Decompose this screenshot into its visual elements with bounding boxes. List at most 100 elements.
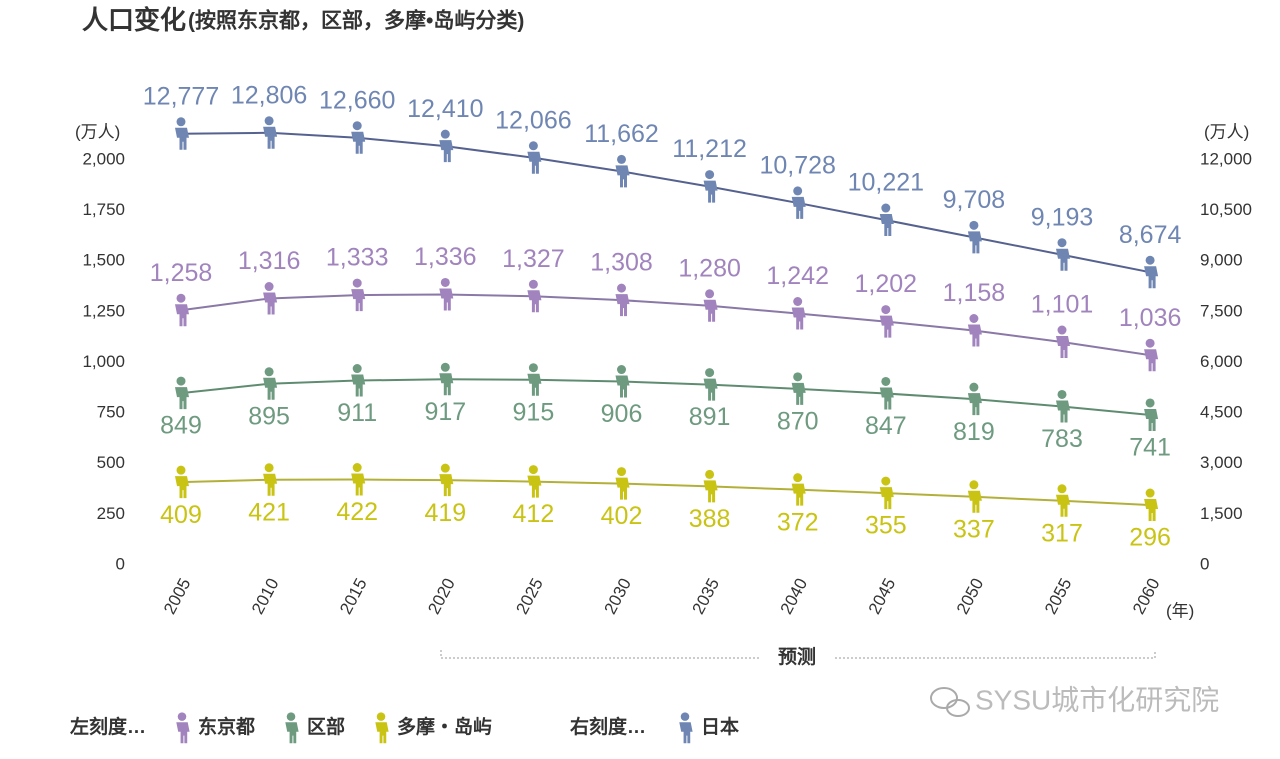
person-body	[439, 474, 454, 497]
x-tick-label: 2035	[689, 575, 724, 617]
watermark-icon	[930, 687, 970, 717]
value-label: 11,662	[584, 120, 659, 148]
value-label: 1,308	[590, 249, 653, 277]
y-tick-label: 1,750	[82, 200, 125, 219]
person-body	[176, 722, 190, 744]
person-body	[263, 126, 278, 149]
person-marker	[175, 293, 189, 327]
person-head	[1145, 338, 1155, 348]
person-body	[263, 473, 278, 496]
person-marker	[175, 465, 189, 499]
y2-tick-label: 12,000	[1200, 149, 1252, 168]
person-marker	[527, 465, 542, 498]
person-head	[264, 463, 274, 473]
value-label: 741	[1129, 434, 1171, 462]
person-head	[617, 154, 626, 164]
value-label: 421	[248, 498, 290, 526]
legend-icon	[375, 712, 389, 744]
person-head	[264, 282, 274, 292]
person-head	[286, 712, 296, 721]
value-label: 388	[689, 505, 731, 533]
person-head	[969, 220, 979, 230]
person-head	[176, 117, 186, 127]
person-head	[352, 364, 362, 374]
chart-title: 人口变化	[82, 5, 186, 35]
person-head	[1057, 484, 1067, 494]
person-marker	[791, 296, 806, 330]
person-body	[439, 140, 454, 163]
person-head	[705, 289, 715, 299]
person-head	[1145, 398, 1155, 408]
person-head	[440, 463, 450, 473]
person-body	[879, 387, 894, 410]
person-body	[351, 131, 366, 154]
person-head	[528, 363, 538, 373]
y-tick-label: 1,500	[82, 251, 125, 270]
x-tick-label: 2015	[336, 575, 371, 617]
value-label: 422	[336, 498, 378, 526]
y-tick-label: 1,250	[82, 301, 125, 320]
person-head	[1057, 325, 1067, 335]
legend-icon	[285, 712, 299, 744]
legend-left-label: 左刻度…	[70, 715, 146, 738]
person-head	[881, 476, 891, 486]
series-line	[180, 378, 1151, 416]
value-label: 12,410	[407, 95, 483, 123]
person-body	[527, 475, 542, 498]
x-tick-label: 2060	[1129, 575, 1164, 617]
person-marker	[263, 463, 278, 496]
person-marker	[791, 473, 806, 506]
person-head	[177, 712, 187, 721]
person-body	[1144, 499, 1159, 522]
y2-tick-label: 1,500	[1200, 504, 1243, 523]
value-label: 847	[865, 412, 907, 440]
person-marker	[439, 277, 454, 311]
y2-tick-label: 3,000	[1200, 453, 1243, 472]
person-marker	[263, 367, 278, 400]
person-body	[1056, 400, 1070, 423]
y-tick-label: 2,000	[82, 149, 125, 168]
person-head	[680, 712, 690, 721]
y2-tick-label: 9,000	[1200, 251, 1243, 270]
person-body	[263, 377, 278, 400]
value-label: 419	[424, 499, 466, 527]
legend-label: 东京都	[198, 715, 255, 738]
value-label: 911	[337, 399, 377, 427]
person-head	[969, 314, 979, 324]
person-body	[527, 373, 542, 396]
y-tick-label: 0	[116, 554, 125, 573]
person-head	[1057, 238, 1067, 248]
person-body	[175, 476, 189, 499]
person-head	[969, 480, 979, 490]
value-label: 10,728	[759, 152, 835, 180]
person-head	[617, 365, 626, 375]
person-head	[528, 279, 538, 289]
y-tick-label: 1,000	[82, 352, 125, 371]
value-label: 1,280	[678, 254, 741, 282]
value-label: 1,258	[150, 259, 213, 287]
person-head	[352, 278, 362, 288]
legend-icon	[679, 712, 693, 744]
person-head	[705, 469, 715, 479]
person-marker	[351, 364, 366, 397]
person-body	[791, 196, 806, 219]
person-head	[881, 203, 891, 213]
person-head	[352, 121, 362, 131]
person-marker	[791, 372, 806, 405]
person-body	[615, 294, 630, 317]
person-marker	[175, 117, 189, 150]
watermark: SYSU城市化研究院	[975, 684, 1219, 715]
person-marker	[703, 469, 718, 503]
person-head	[376, 712, 386, 721]
person-marker	[1144, 338, 1159, 372]
y2-tick-label: 6,000	[1200, 352, 1243, 371]
legend-label: 日本	[701, 715, 739, 738]
person-body	[175, 387, 189, 410]
value-label: 1,336	[414, 243, 477, 271]
person-body	[967, 393, 982, 416]
person-body	[615, 375, 630, 398]
person-body	[1056, 248, 1070, 271]
y2-axis-label: (万人)	[1204, 122, 1249, 141]
person-marker	[351, 463, 366, 496]
x-tick-label: 2005	[160, 575, 195, 617]
